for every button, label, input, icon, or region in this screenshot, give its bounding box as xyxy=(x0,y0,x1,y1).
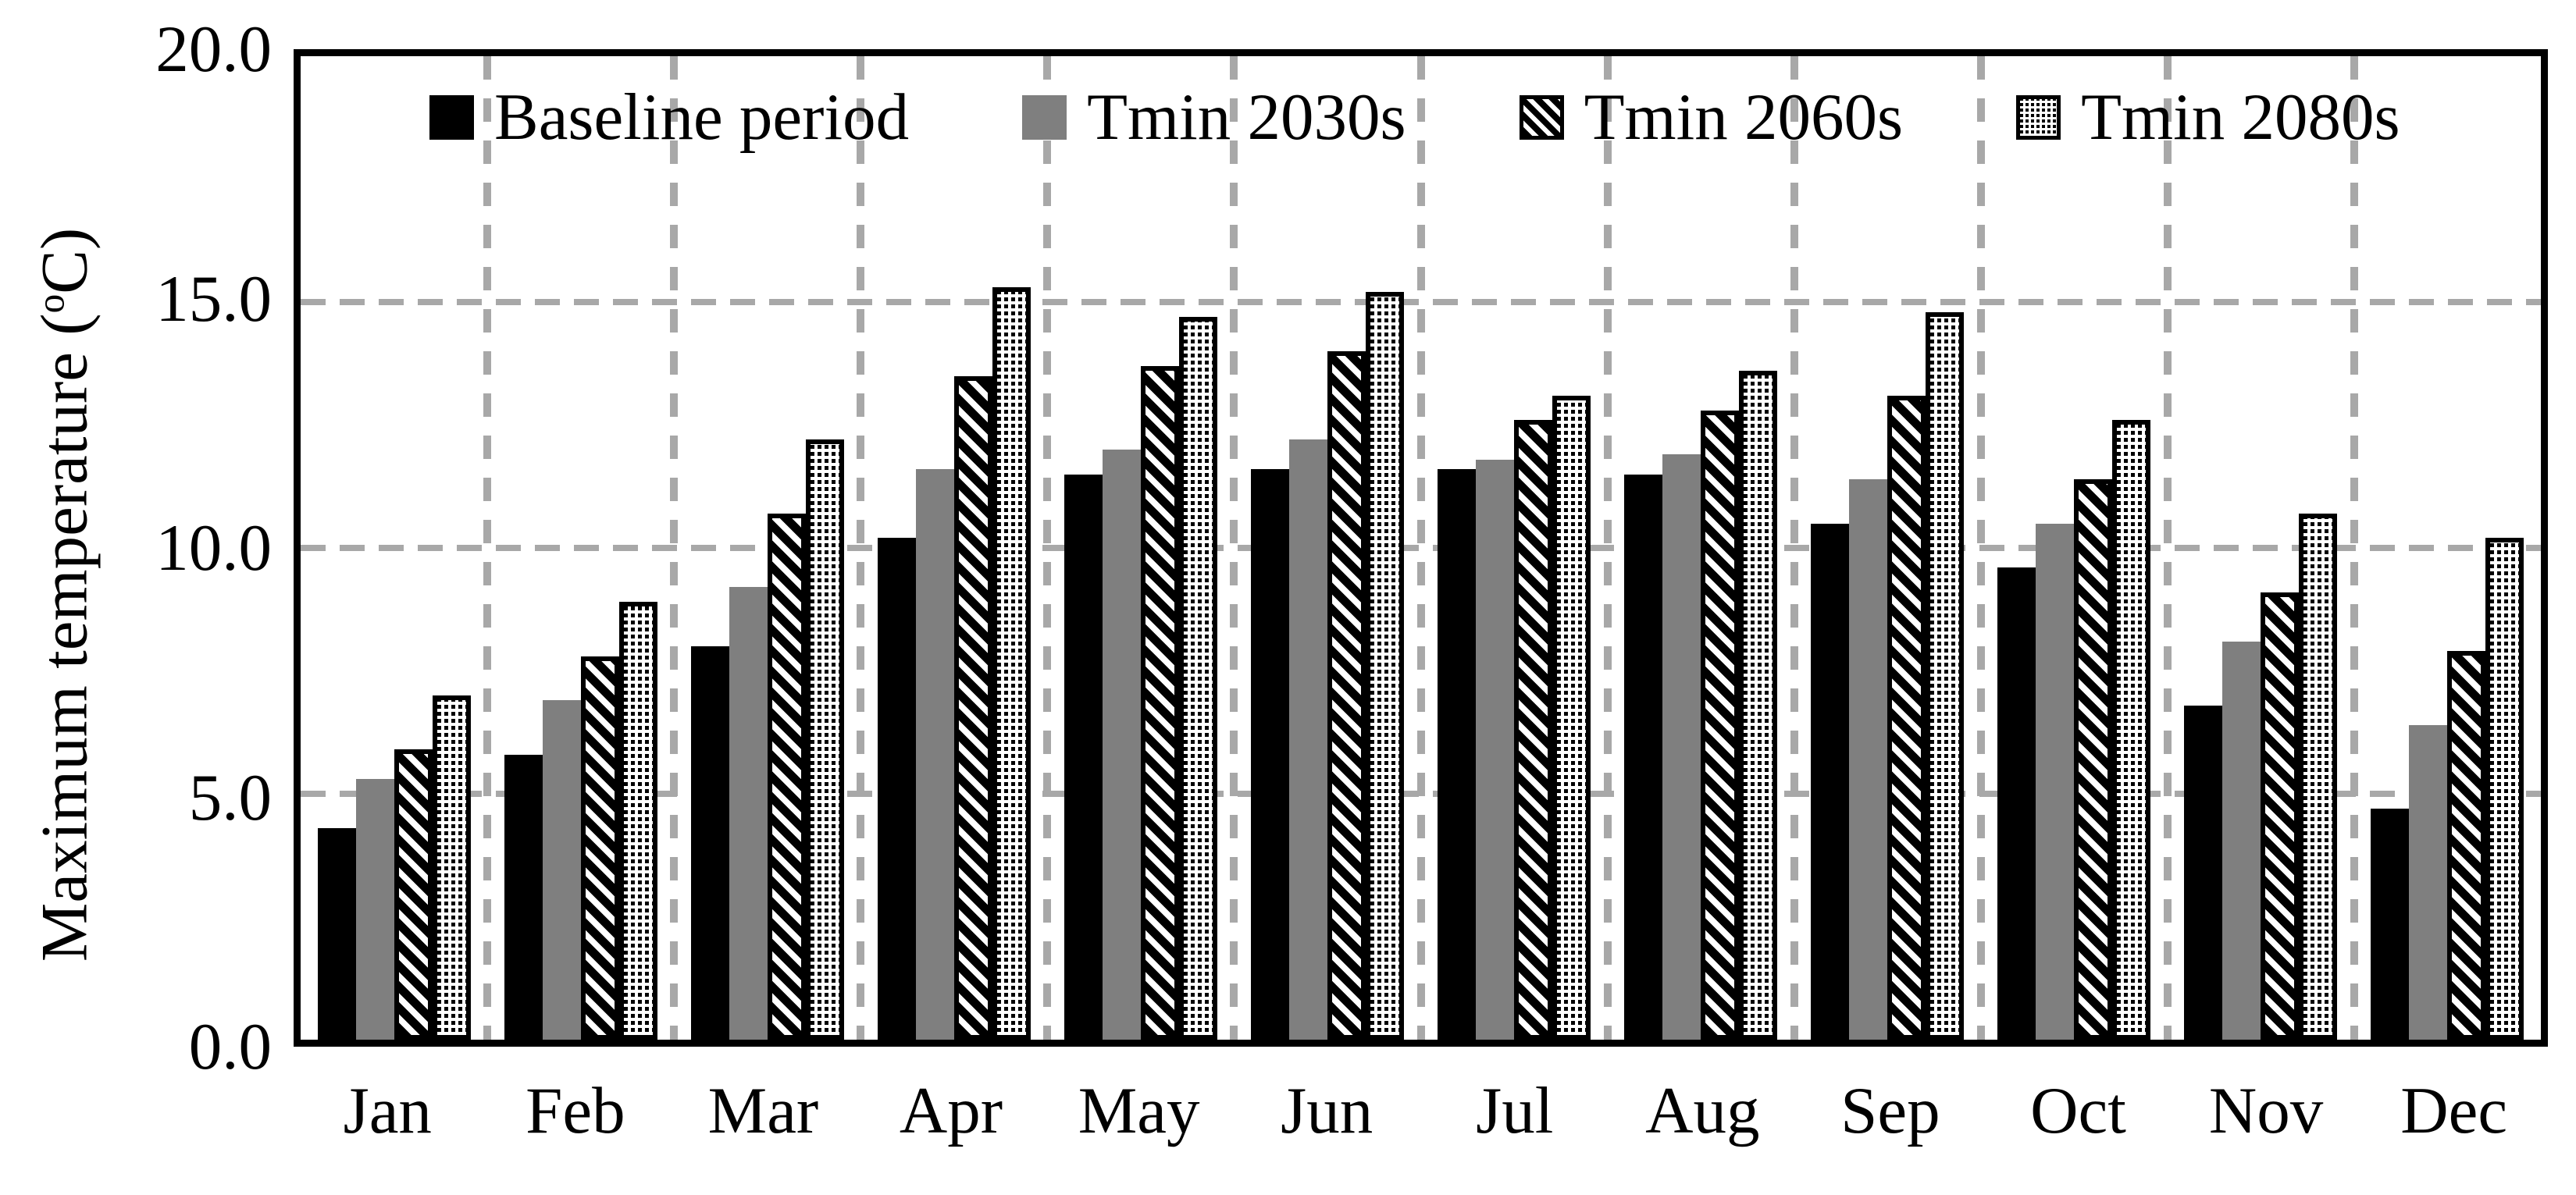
bar-feb-series-0 xyxy=(504,754,543,1040)
bar-sep-series-3 xyxy=(1926,311,1965,1040)
x-axis-labels: Jan Feb Mar Apr May Jun Jul Aug Sep Oct Nov Dec xyxy=(294,1071,2548,1151)
legend-item-2: Tmin 2060s xyxy=(1519,80,1904,154)
bar-dec-series-3 xyxy=(2485,538,2524,1040)
legend-item-0: Baseline period xyxy=(429,84,909,151)
bar-sep-series-2 xyxy=(1887,395,1926,1040)
bar-jul-series-0 xyxy=(1438,469,1476,1040)
bar-nov-series-1 xyxy=(2222,641,2261,1040)
bar-apr-series-3 xyxy=(992,287,1031,1040)
bar-aug-series-1 xyxy=(1662,454,1701,1040)
bar-jun-series-3 xyxy=(1365,292,1404,1040)
x-tick-label-nov: Nov xyxy=(2208,1074,2324,1147)
x-tick-label-dec: Dec xyxy=(2400,1074,2508,1147)
bar-aug-series-0 xyxy=(1624,474,1663,1040)
bar-may-series-1 xyxy=(1102,450,1141,1040)
y-tick-label-0.0: 0.0 xyxy=(188,1010,272,1083)
bar-jan-series-1 xyxy=(355,779,394,1040)
bar-mar-series-3 xyxy=(805,439,844,1040)
bar-sep-series-1 xyxy=(1849,478,1888,1040)
x-tick-label-jul: Jul xyxy=(1476,1074,1554,1147)
h-gridline-10 xyxy=(301,545,2541,551)
bar-oct-series-1 xyxy=(2036,523,2075,1040)
x-tick-label-jan: Jan xyxy=(343,1074,432,1147)
bar-mar-series-2 xyxy=(767,513,806,1040)
x-tick-label-jun: Jun xyxy=(1281,1074,1374,1147)
bar-nov-series-3 xyxy=(2299,513,2338,1040)
bar-jan-series-2 xyxy=(394,749,433,1040)
bar-group-dec xyxy=(2354,56,2541,1040)
legend-swatch-dotted-grid xyxy=(2016,95,2061,140)
legend-label-0: Baseline period xyxy=(494,80,910,154)
bar-group-aug xyxy=(1608,56,1794,1040)
y-axis-title-text: Maximum temperature ( xyxy=(27,313,102,962)
legend-item-3: Tmin 2080s xyxy=(2016,84,2400,151)
legend-swatch-solid-gray xyxy=(1022,95,1067,140)
x-tick-label-oct: Oct xyxy=(2030,1074,2126,1147)
bar-group-sep xyxy=(1794,56,1981,1040)
bar-group-may xyxy=(1047,56,1234,1040)
bar-feb-series-3 xyxy=(618,602,657,1040)
h-gridline-15 xyxy=(301,299,2541,305)
legend-label-1: Tmin 2030s xyxy=(1087,80,1406,154)
x-tick-label-feb: Feb xyxy=(526,1074,625,1147)
bar-dec-series-0 xyxy=(2371,808,2410,1040)
legend-swatch-diagonal-hatch xyxy=(1519,95,1564,140)
legend-item-1: Tmin 2030s xyxy=(1022,84,1406,151)
x-tick-label-aug: Aug xyxy=(1645,1074,1760,1147)
bar-group-jan xyxy=(301,56,487,1040)
bars-layer xyxy=(301,56,2541,1040)
bar-oct-series-2 xyxy=(2074,478,2113,1040)
legend-swatch-solid-black xyxy=(429,95,474,140)
y-tick-label-15.0: 15.0 xyxy=(155,261,272,336)
bar-group-jul xyxy=(1420,56,1607,1040)
bar-jul-series-2 xyxy=(1514,420,1552,1040)
legend-label-2: Tmin 2060s xyxy=(1584,80,1904,154)
bar-group-jun xyxy=(1234,56,1420,1040)
h-gridline-5 xyxy=(301,791,2541,797)
bar-jan-series-3 xyxy=(432,695,471,1040)
bar-aug-series-2 xyxy=(1701,410,1740,1040)
y-tick-label-10.0: 10.0 xyxy=(155,511,272,585)
bar-mar-series-0 xyxy=(690,646,729,1040)
plot-area: Baseline period Tmin 2030s Tmin 2060s Tmin … xyxy=(294,49,2548,1047)
bar-mar-series-1 xyxy=(729,587,768,1040)
bar-apr-series-2 xyxy=(953,375,992,1040)
bar-feb-series-1 xyxy=(542,700,581,1040)
bar-group-feb xyxy=(487,56,674,1040)
bar-nov-series-2 xyxy=(2261,592,2300,1040)
bar-apr-series-0 xyxy=(877,538,916,1040)
bar-may-series-2 xyxy=(1140,365,1179,1040)
y-tick-label-20.0: 20.0 xyxy=(155,12,272,86)
bar-may-series-0 xyxy=(1064,474,1103,1040)
bar-oct-series-3 xyxy=(2112,420,2151,1040)
bar-jun-series-0 xyxy=(1250,469,1289,1040)
bar-jan-series-0 xyxy=(317,828,356,1040)
y-tick-label-5.0: 5.0 xyxy=(188,760,272,834)
bar-feb-series-2 xyxy=(580,656,619,1040)
x-tick-label-may: May xyxy=(1078,1074,1200,1147)
bar-aug-series-3 xyxy=(1739,371,1778,1040)
bar-jun-series-1 xyxy=(1288,439,1327,1040)
bar-group-nov xyxy=(2168,56,2354,1040)
bar-jul-series-3 xyxy=(1552,395,1591,1040)
bar-group-oct xyxy=(1981,56,2168,1040)
bar-nov-series-0 xyxy=(2184,705,2223,1040)
bar-dec-series-1 xyxy=(2409,724,2448,1040)
bar-dec-series-2 xyxy=(2447,651,2486,1040)
bar-group-mar xyxy=(674,56,860,1040)
x-tick-label-apr: Apr xyxy=(899,1074,1003,1147)
bar-jul-series-1 xyxy=(1476,459,1514,1040)
bar-may-series-3 xyxy=(1178,316,1217,1040)
x-tick-label-sep: Sep xyxy=(1840,1074,1940,1147)
legend-label-3: Tmin 2080s xyxy=(2081,80,2400,154)
bar-sep-series-0 xyxy=(1811,523,1850,1040)
bar-jun-series-2 xyxy=(1327,351,1366,1040)
x-tick-label-mar: Mar xyxy=(707,1074,819,1147)
bar-oct-series-0 xyxy=(1997,567,2036,1040)
bar-group-apr xyxy=(860,56,1047,1040)
legend: Baseline period Tmin 2030s Tmin 2060s Tmin … xyxy=(429,84,2400,151)
bar-apr-series-1 xyxy=(915,469,954,1040)
